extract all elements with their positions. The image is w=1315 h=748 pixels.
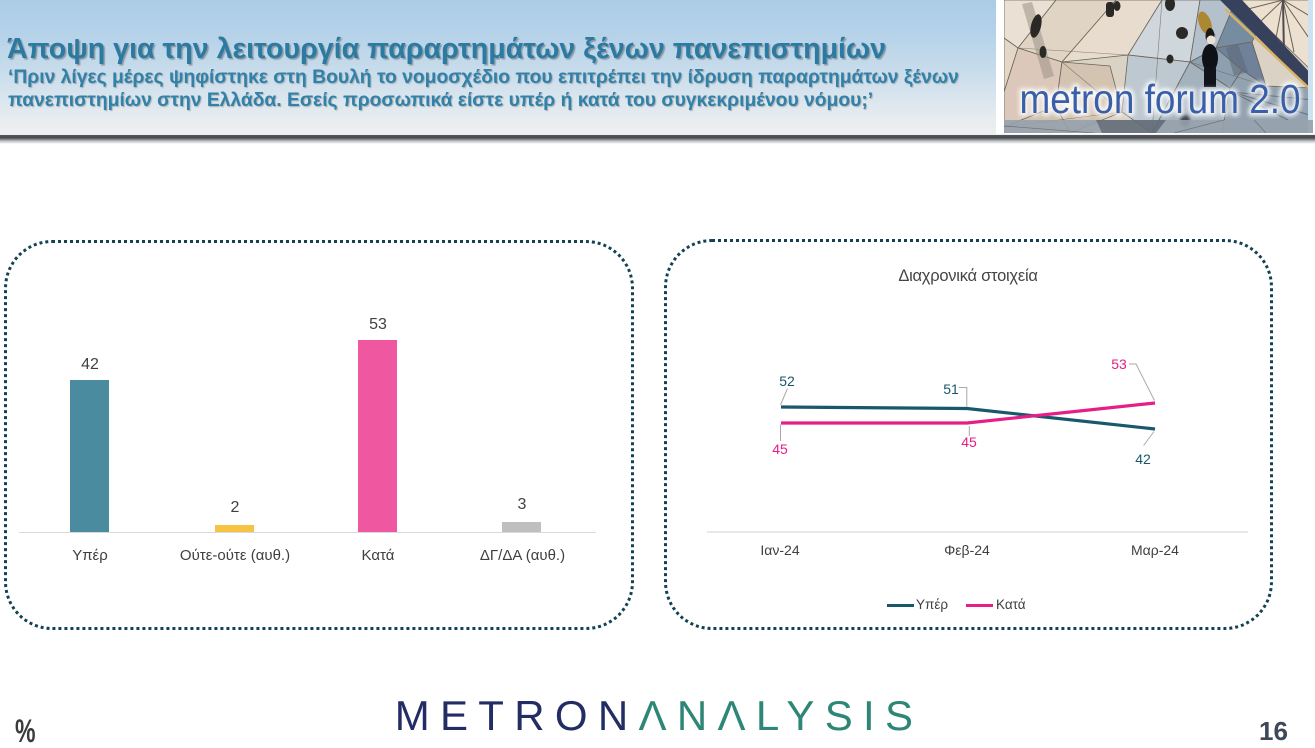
svg-text:metron forum 2.0: metron forum 2.0 <box>1020 76 1301 122</box>
svg-text:metron forum 2.0: metron forum 2.0 <box>1020 76 1301 122</box>
